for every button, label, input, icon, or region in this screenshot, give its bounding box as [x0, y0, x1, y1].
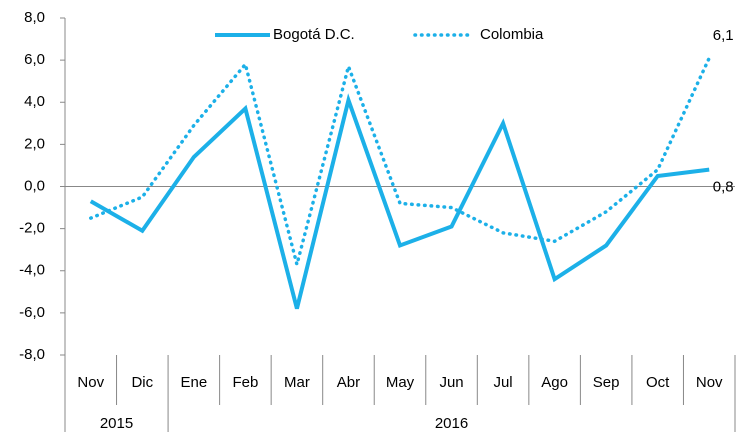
x-tick-label: Sep [593, 374, 620, 391]
y-tick-label: -4,0 [19, 262, 45, 279]
value-label: 6,1 [713, 27, 734, 44]
x-tick-label: Dic [131, 374, 153, 391]
x-tick-label: Ago [541, 374, 568, 391]
y-tick-label: -8,0 [19, 346, 45, 363]
x-tick-label: Jun [439, 374, 463, 391]
x-tick-label: Jul [493, 374, 512, 391]
year-label: 2015 [100, 415, 133, 432]
y-tick-label: 2,0 [24, 135, 45, 152]
x-tick-label: Abr [337, 374, 360, 391]
legend-label: Colombia [480, 26, 544, 43]
x-tick-label: Ene [180, 374, 207, 391]
y-tick-label: -6,0 [19, 304, 45, 321]
y-tick-label: 6,0 [24, 51, 45, 68]
y-tick-label: 8,0 [24, 9, 45, 26]
legend-label: Bogotá D.C. [273, 26, 355, 43]
x-tick-label: Mar [284, 374, 310, 391]
y-tick-label: 0,0 [24, 177, 45, 194]
x-tick-label: May [386, 374, 415, 391]
x-tick-label: Nov [696, 374, 723, 391]
x-tick-label: Oct [646, 374, 670, 391]
x-tick-label: Nov [77, 374, 104, 391]
y-tick-label: 4,0 [24, 93, 45, 110]
y-tick-label: -2,0 [19, 220, 45, 237]
series-line [89, 56, 711, 272]
year-label: 2016 [435, 415, 468, 432]
value-label: 0,8 [713, 179, 734, 196]
series-line [89, 93, 710, 310]
x-tick-label: Feb [232, 374, 258, 391]
